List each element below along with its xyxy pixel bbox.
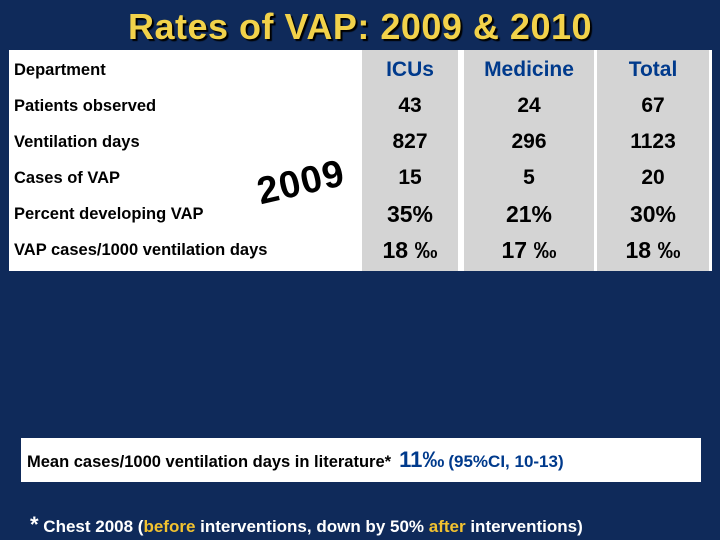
department-header: Department xyxy=(14,61,106,79)
row-label: VAP cases/1000 ventilation days xyxy=(14,241,268,259)
total-value: 20 xyxy=(641,166,665,189)
icus-value: 827 xyxy=(392,130,428,153)
literature-mean-label: Mean cases/1000 ventilation days in lite… xyxy=(27,453,392,471)
medicine-value: 24 xyxy=(517,94,541,117)
row-label: Percent developing VAP xyxy=(14,205,204,223)
icus-column-shading xyxy=(362,50,458,271)
table-row: Ventilation days 827 296 1123 xyxy=(9,124,712,160)
literature-mean-box: Mean cases/1000 ventilation days in lite… xyxy=(21,438,701,482)
icus-header: ICUs xyxy=(386,58,434,81)
table-row: Patients observed 43 24 67 xyxy=(9,88,712,124)
medicine-header: Medicine xyxy=(484,58,574,81)
footnote-part1: Chest 2008 ( xyxy=(38,517,144,536)
footnote: * Chest 2008 (before interventions, down… xyxy=(30,512,583,538)
table-row: VAP cases/1000 ventilation days 18 ‰ 17 … xyxy=(9,232,712,268)
row-label: Cases of VAP xyxy=(14,169,121,187)
table-row: Percent developing VAP 35% 21% 30% xyxy=(9,196,712,232)
footnote-part2: interventions, down by 50% xyxy=(195,517,429,536)
total-header: Total xyxy=(628,58,678,81)
footnote-part3: interventions) xyxy=(465,517,583,536)
medicine-value: 17 ‰ xyxy=(501,237,557,263)
medicine-column-shading xyxy=(464,50,594,271)
literature-mean-ci: (95%CI, 10-13) xyxy=(448,452,564,471)
footnote-after: after xyxy=(428,517,466,536)
total-value: 30% xyxy=(629,201,677,227)
literature-mean-value: 11‰ xyxy=(399,447,445,472)
row-label: Ventilation days xyxy=(14,133,140,151)
table-header-row: Department ICUs Medicine Total xyxy=(9,52,712,88)
vap-rates-table: Department ICUs Medicine Total Patients … xyxy=(9,50,712,271)
total-column-shading xyxy=(597,50,709,271)
medicine-value: 296 xyxy=(511,130,547,153)
total-value: 67 xyxy=(641,94,665,117)
icus-value: 35% xyxy=(386,201,434,227)
footnote-star: * xyxy=(30,512,39,537)
total-value: 1123 xyxy=(630,130,676,153)
total-value: 18 ‰ xyxy=(625,237,681,263)
icus-value: 43 xyxy=(398,94,422,117)
row-label: Patients observed xyxy=(14,97,157,115)
medicine-value: 21% xyxy=(505,201,553,227)
table-row: Cases of VAP 15 5 20 xyxy=(9,160,712,196)
icus-value: 15 xyxy=(398,166,422,189)
slide-title: Rates of VAP: 2009 & 2010 xyxy=(127,6,593,47)
medicine-value: 5 xyxy=(523,166,535,189)
icus-value: 18 ‰ xyxy=(382,237,438,263)
footnote-before: before xyxy=(143,517,196,536)
